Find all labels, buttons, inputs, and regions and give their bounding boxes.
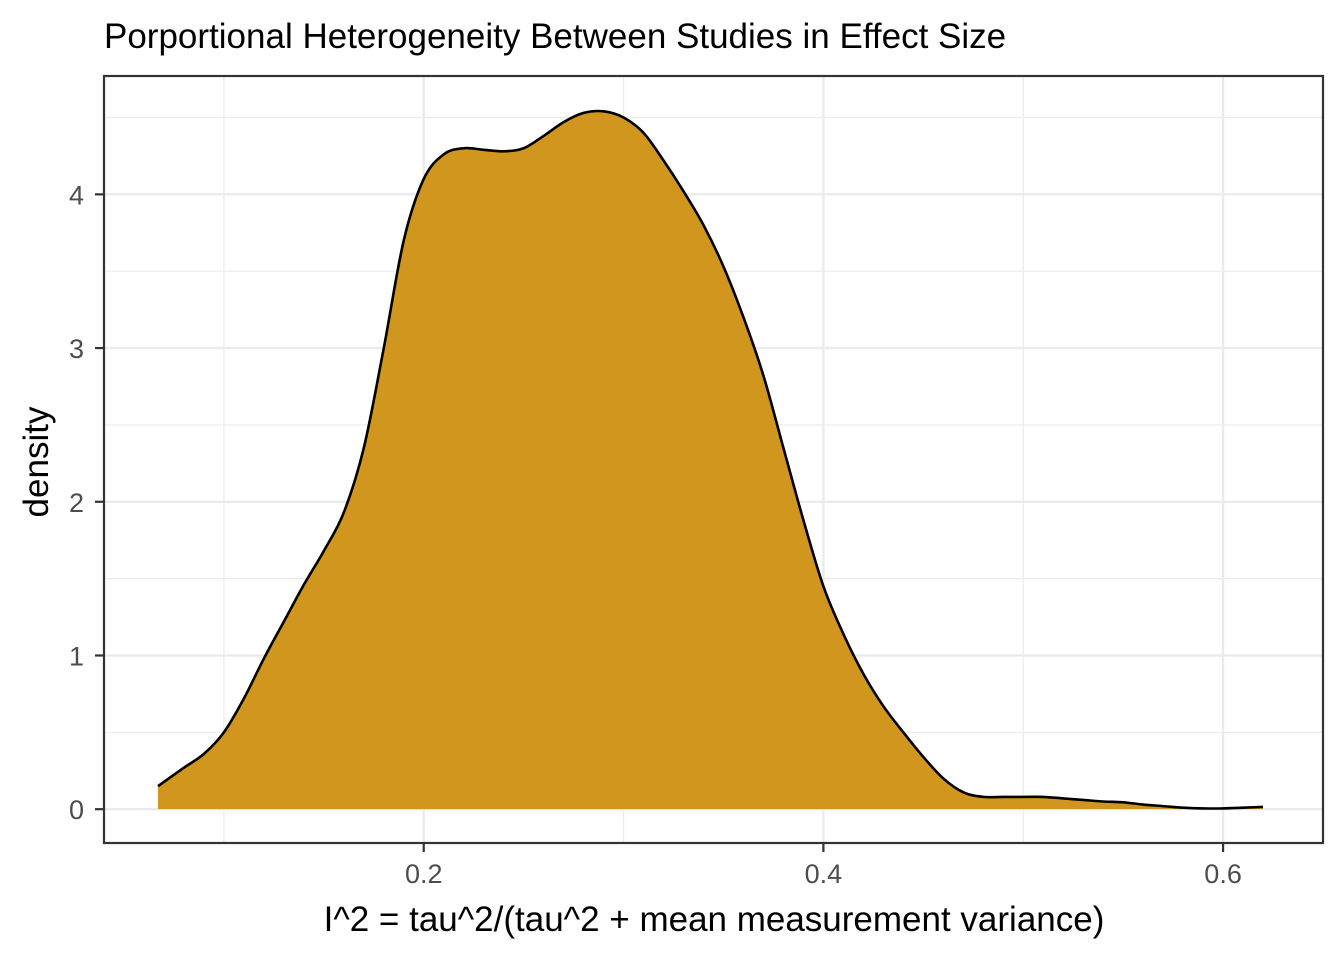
y-tick-label: 0 — [69, 795, 84, 825]
axes: 0.2 0.4 0.6 0 1 2 3 4 — [69, 74, 1325, 889]
panel-border — [102, 74, 1325, 845]
density-curve-line — [157, 109, 1264, 810]
density-series — [157, 109, 1264, 810]
x-axis-title: I^2 = tau^2/(tau^2 + mean measurement va… — [324, 900, 1105, 939]
x-tick-label: 0.2 — [405, 859, 443, 889]
y-tick-label: 3 — [69, 334, 84, 364]
x-tick-label: 0.4 — [805, 859, 843, 889]
y-tick-label: 4 — [69, 180, 84, 210]
chart-title: Porportional Heterogeneity Between Studi… — [104, 17, 1006, 56]
y-axis-title: density — [17, 406, 56, 517]
density-area-fill — [157, 111, 1264, 810]
x-tick-label: 0.6 — [1204, 859, 1242, 889]
y-tick-label: 2 — [69, 488, 84, 518]
y-tick-label: 1 — [69, 641, 84, 671]
